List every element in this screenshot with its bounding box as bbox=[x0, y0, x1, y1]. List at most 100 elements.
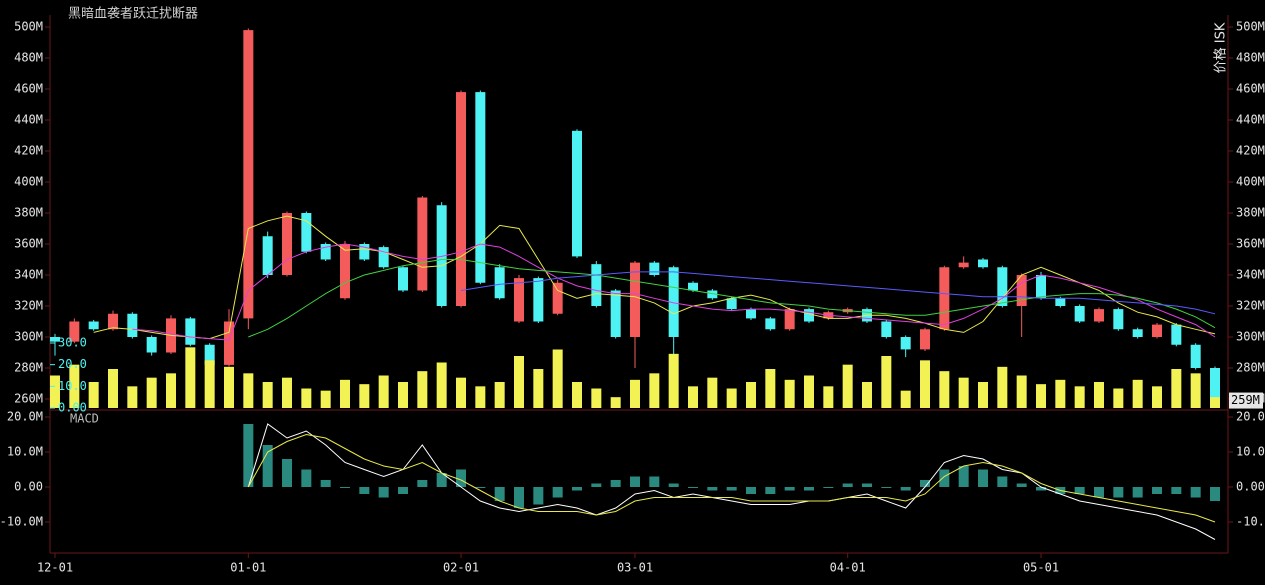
volume-bar bbox=[533, 369, 544, 408]
macd-bar bbox=[552, 487, 563, 498]
volume-bar bbox=[881, 356, 892, 408]
candle-body bbox=[359, 244, 370, 260]
volume-bar bbox=[1190, 373, 1201, 408]
volume-bar bbox=[784, 379, 795, 408]
candle-body bbox=[1171, 324, 1182, 345]
macd-bar bbox=[262, 445, 273, 487]
volume-bar bbox=[243, 373, 254, 408]
volume-bar bbox=[649, 373, 660, 408]
macd-bar bbox=[804, 487, 814, 491]
volume-bar bbox=[1074, 386, 1085, 408]
candle-body bbox=[688, 282, 698, 291]
volume-bar bbox=[610, 397, 621, 408]
candle-body bbox=[900, 337, 911, 350]
candle-body bbox=[378, 247, 389, 268]
volume-bar bbox=[823, 386, 834, 408]
volume-bar bbox=[572, 382, 582, 408]
macd-bar bbox=[842, 483, 853, 487]
volume-bar bbox=[920, 360, 930, 408]
volume-bar bbox=[320, 390, 331, 408]
volume-bar bbox=[939, 371, 950, 408]
volume-bar bbox=[552, 349, 563, 408]
candle-body bbox=[1113, 309, 1124, 330]
macd-bar bbox=[1074, 487, 1085, 494]
volume-bar bbox=[127, 386, 138, 408]
candle-body bbox=[591, 264, 602, 306]
macd-bar bbox=[920, 480, 930, 487]
y-tick-label: 20.0M bbox=[7, 410, 43, 424]
candle-body bbox=[398, 267, 408, 291]
candle-body bbox=[185, 318, 196, 345]
y-tick-label: 280M bbox=[14, 361, 43, 375]
macd-bar bbox=[533, 487, 544, 505]
macd-bar bbox=[514, 487, 524, 508]
candle-body bbox=[204, 344, 215, 365]
y-tick-label: 440M bbox=[14, 113, 43, 127]
macd-bar bbox=[494, 487, 505, 501]
y-tick-label: 400M bbox=[1236, 175, 1265, 189]
candle-body bbox=[1132, 329, 1143, 337]
y-tick-label: 10.0M bbox=[1236, 445, 1265, 459]
y-tick-label: 500M bbox=[14, 20, 43, 34]
y-tick-label: 500M bbox=[1236, 20, 1265, 34]
candle-body bbox=[726, 298, 737, 310]
volume-bar bbox=[108, 369, 118, 408]
candle-body bbox=[1055, 298, 1066, 306]
volume-bar bbox=[1210, 397, 1220, 408]
y-tick-label: 30.0 bbox=[58, 336, 87, 350]
x-tick-label: 01-01 bbox=[230, 561, 266, 575]
candle-body bbox=[804, 309, 814, 322]
macd-bar bbox=[417, 480, 428, 487]
macd-bar bbox=[320, 480, 331, 487]
volume-bar bbox=[804, 375, 814, 408]
candle-body bbox=[1152, 324, 1162, 337]
volume-bar bbox=[746, 382, 756, 408]
volume-bar bbox=[398, 382, 408, 408]
volume-bar bbox=[688, 386, 698, 408]
macd-bar bbox=[1210, 487, 1220, 501]
macd-bar bbox=[359, 487, 370, 494]
y-tick-label: 0.00 bbox=[14, 480, 43, 494]
macd-bar bbox=[688, 487, 698, 488]
macd-bar bbox=[1094, 487, 1104, 498]
y-tick-label: 0.00 bbox=[1236, 480, 1265, 494]
volume-bar bbox=[1036, 384, 1046, 408]
candle-body bbox=[436, 205, 447, 306]
volume-bar bbox=[146, 377, 157, 408]
y-axis-label: 价格 ISK bbox=[1213, 22, 1229, 73]
volume-bar bbox=[668, 353, 679, 408]
volume-bar bbox=[1152, 386, 1162, 408]
y-tick-label: 280M bbox=[1236, 361, 1265, 375]
y-tick-label: 10.0M bbox=[7, 445, 43, 459]
y-tick-label: 340M bbox=[14, 268, 43, 282]
volume-bar bbox=[340, 379, 350, 408]
y-tick-label: 0.00 bbox=[58, 401, 87, 415]
volume-bar bbox=[166, 373, 176, 408]
y-tick-label: 20.0 bbox=[58, 357, 87, 371]
indicator-line bbox=[93, 215, 1216, 340]
candle-body bbox=[707, 290, 718, 299]
volume-bar bbox=[50, 375, 60, 408]
volume-bar bbox=[958, 377, 969, 408]
y-tick-label: 340M bbox=[1236, 268, 1265, 282]
volume-bar bbox=[1094, 382, 1104, 408]
candle-body bbox=[108, 313, 118, 330]
candle-body bbox=[1094, 309, 1104, 322]
candle-body bbox=[1210, 368, 1220, 401]
y-tick-label: 300M bbox=[1236, 330, 1265, 344]
volume-bar bbox=[185, 347, 196, 408]
volume-bar bbox=[494, 382, 505, 408]
macd-label: MACD bbox=[70, 412, 99, 426]
volume-bar bbox=[842, 364, 853, 408]
candle-body bbox=[301, 213, 312, 252]
candle-body bbox=[456, 92, 466, 306]
volume-bar bbox=[1132, 379, 1143, 408]
y-tick-label: 320M bbox=[1236, 299, 1265, 313]
candle-body bbox=[262, 236, 273, 275]
candle-body bbox=[320, 244, 331, 260]
y-tick-label: 440M bbox=[1236, 113, 1265, 127]
macd-bar bbox=[398, 487, 408, 494]
y-tick-label: 480M bbox=[1236, 51, 1265, 65]
candle-body bbox=[939, 267, 950, 330]
